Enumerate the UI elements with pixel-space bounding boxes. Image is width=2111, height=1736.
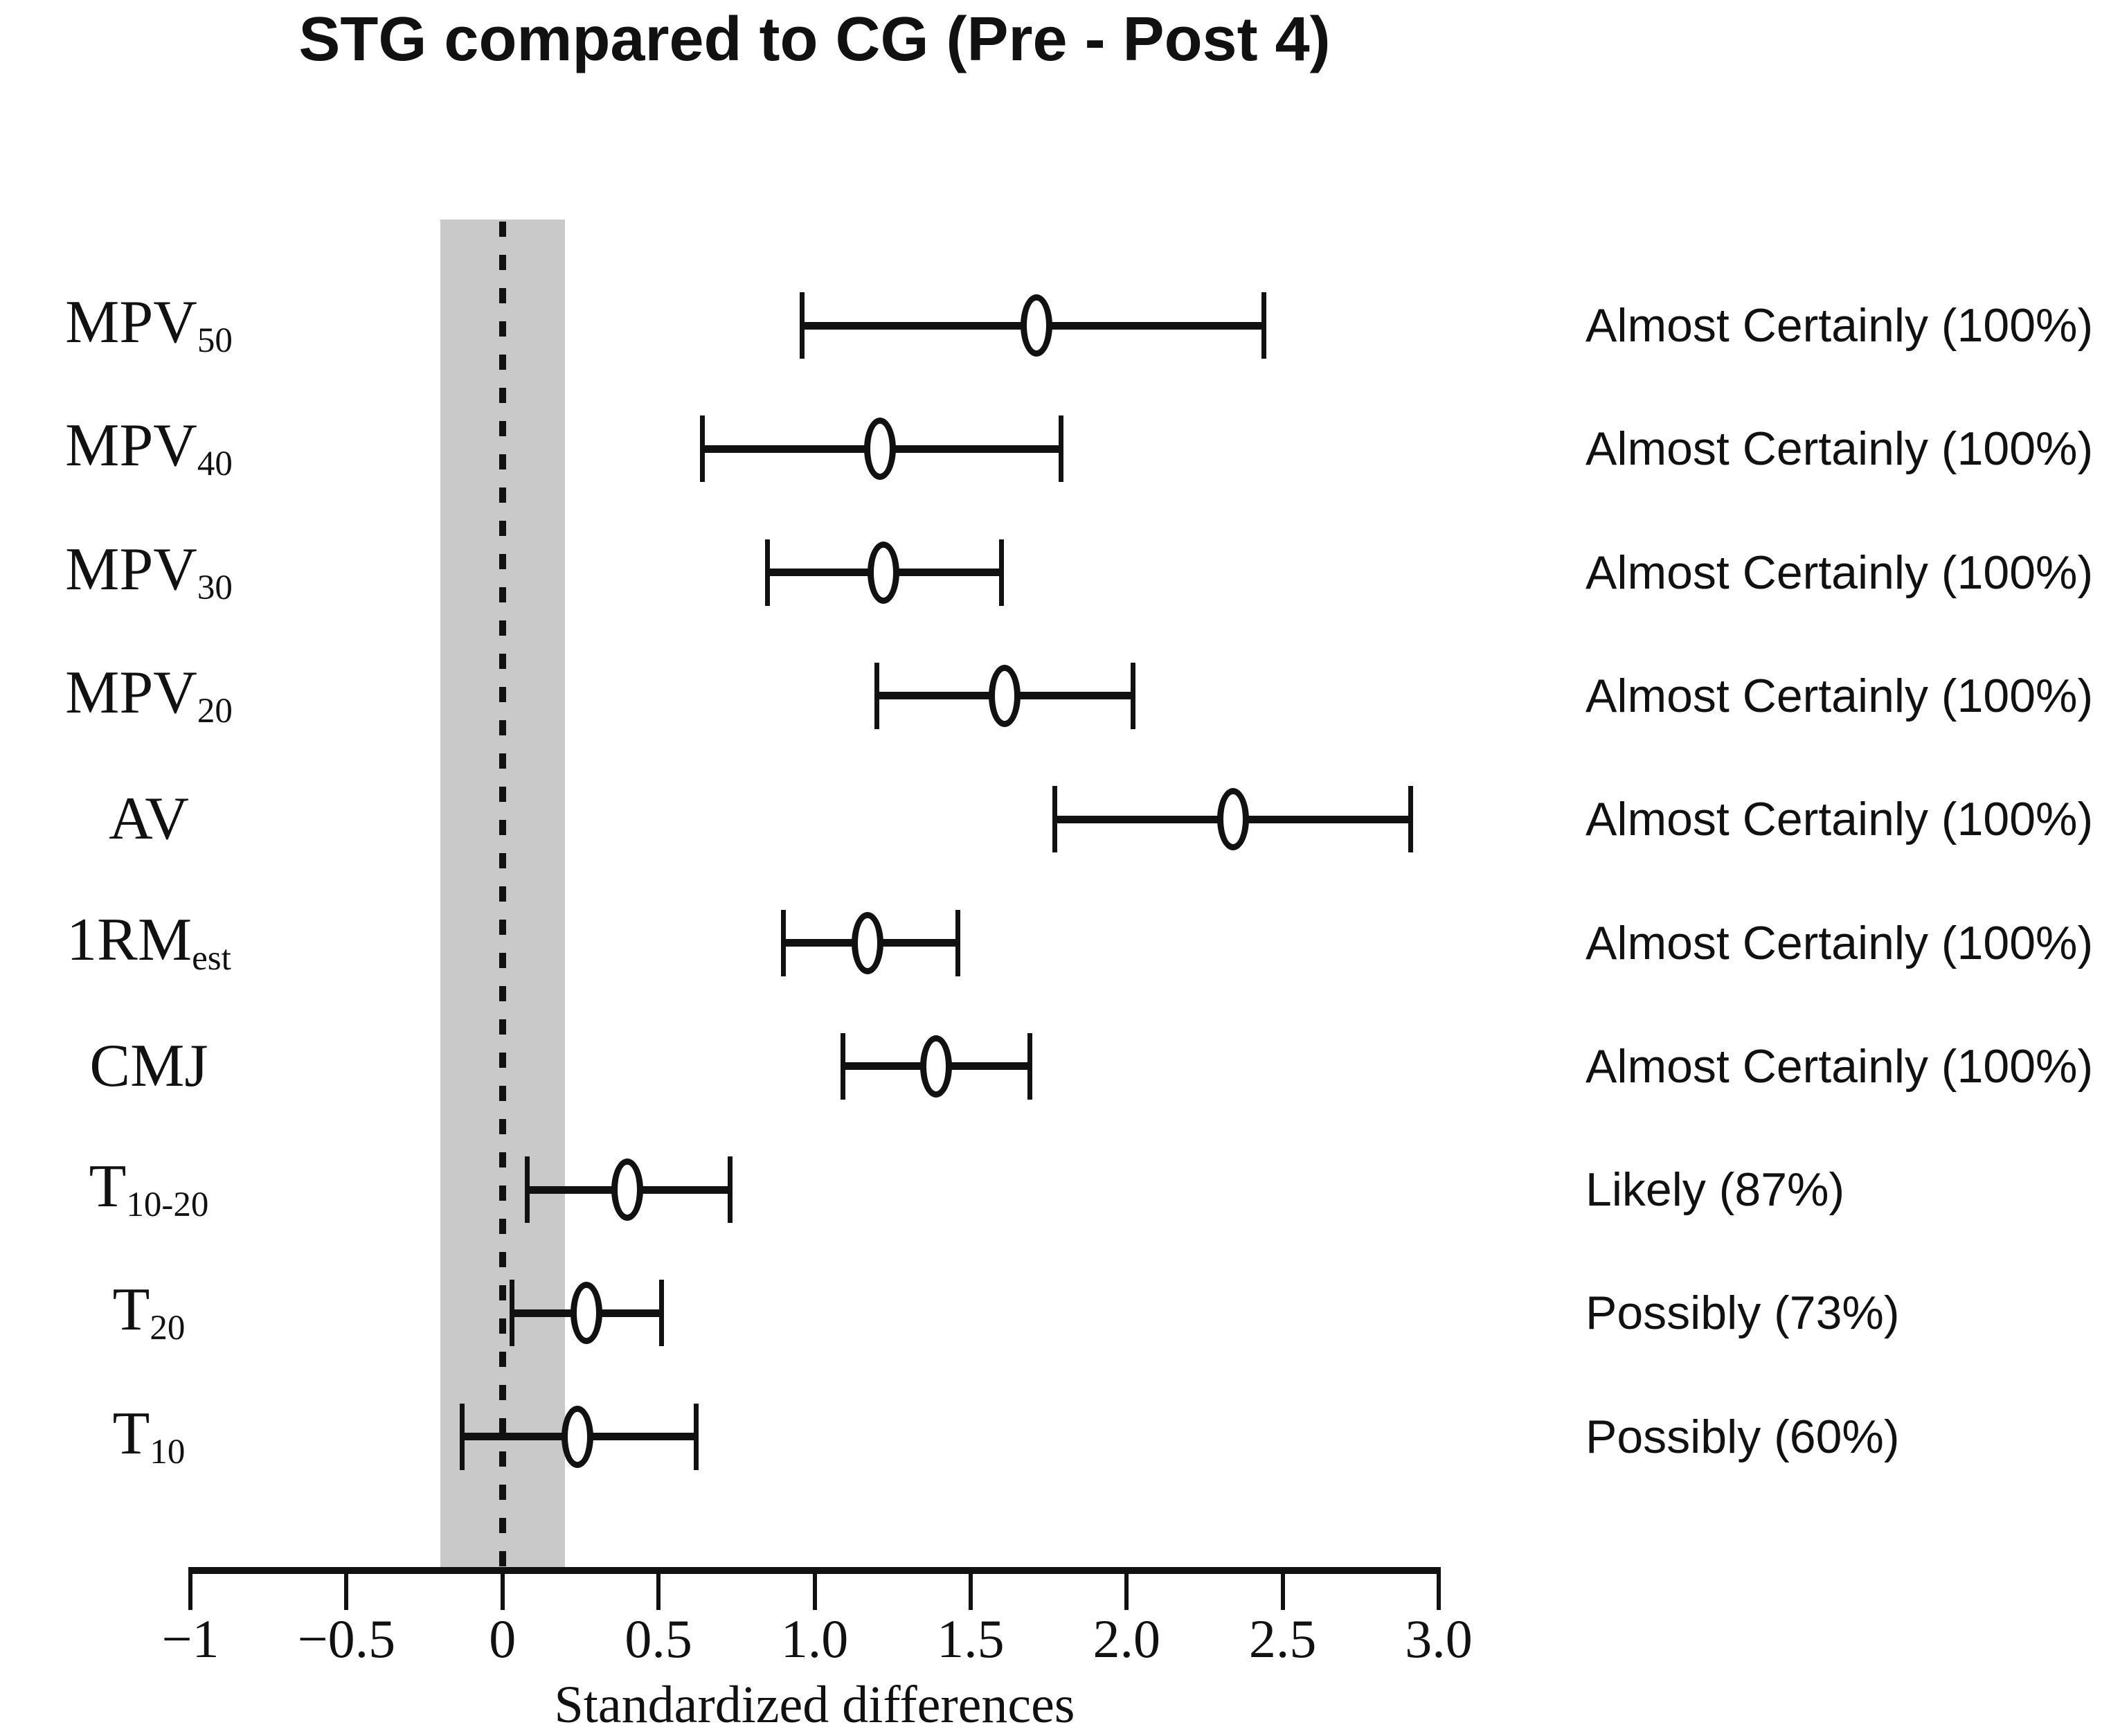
row-label: T10 bbox=[0, 1403, 298, 1471]
x-axis-tick bbox=[188, 1574, 192, 1610]
inference-label: Almost Certainly (100%) bbox=[1586, 793, 2094, 846]
x-tick-label: 2.0 bbox=[1093, 1609, 1161, 1669]
ci-cap-upper bbox=[693, 1403, 699, 1470]
row-label-base: T bbox=[112, 1276, 150, 1344]
ci-cap-upper bbox=[1261, 292, 1267, 359]
x-axis-tick bbox=[500, 1574, 505, 1610]
row-label: T10-20 bbox=[0, 1156, 298, 1223]
x-tick-label: 1.5 bbox=[937, 1609, 1005, 1669]
ci-cap-lower bbox=[874, 662, 880, 729]
row-label-base: AV bbox=[109, 785, 189, 853]
row-label-subscript: 20 bbox=[150, 1309, 186, 1348]
row-label-base: T bbox=[112, 1399, 150, 1467]
inference-label: Almost Certainly (100%) bbox=[1586, 1039, 2094, 1093]
point-estimate-marker bbox=[1020, 294, 1052, 357]
point-estimate-marker bbox=[1216, 788, 1249, 851]
x-tick-label: 0.5 bbox=[625, 1609, 692, 1669]
inference-label: Almost Certainly (100%) bbox=[1586, 299, 2094, 352]
ci-cap-lower bbox=[525, 1156, 530, 1224]
row-label: MPV40 bbox=[0, 415, 298, 482]
row-label-base: MPV bbox=[65, 659, 197, 726]
x-tick-label: 1.0 bbox=[780, 1609, 849, 1669]
point-estimate-marker bbox=[611, 1158, 644, 1222]
ci-cap-upper bbox=[659, 1280, 665, 1347]
row-label: MPV30 bbox=[0, 539, 298, 605]
ci-cap-upper bbox=[1027, 1032, 1033, 1100]
ci-cap-lower bbox=[840, 1032, 845, 1100]
ci-cap-lower bbox=[1052, 786, 1058, 853]
x-axis-tick bbox=[656, 1574, 661, 1610]
ci-cap-lower bbox=[765, 539, 771, 606]
row-label-base: CMJ bbox=[89, 1032, 208, 1100]
inference-label: Possibly (60%) bbox=[1586, 1410, 1900, 1463]
x-tick-label: −0.5 bbox=[297, 1609, 396, 1669]
x-tick-label: 3.0 bbox=[1405, 1609, 1473, 1669]
row-label-base: MPV bbox=[65, 288, 197, 356]
ci-cap-lower bbox=[509, 1280, 514, 1347]
ci-cap-upper bbox=[999, 539, 1005, 606]
x-tick-label: 0 bbox=[489, 1609, 516, 1669]
ci-cap-lower bbox=[780, 909, 786, 976]
inference-label: Likely (87%) bbox=[1586, 1163, 1845, 1217]
point-estimate-marker bbox=[920, 1035, 953, 1098]
inference-label: Almost Certainly (100%) bbox=[1586, 422, 2094, 476]
x-axis-tick bbox=[1124, 1574, 1129, 1610]
row-label-subscript: 30 bbox=[197, 568, 233, 607]
row-label: MPV50 bbox=[0, 292, 298, 359]
row-label: 1RMest bbox=[0, 909, 298, 976]
x-axis-line bbox=[188, 1567, 1441, 1574]
chart-title: STG compared to CG (Pre - Post 4) bbox=[298, 5, 1331, 74]
inference-label: Almost Certainly (100%) bbox=[1586, 669, 2094, 722]
ci-cap-upper bbox=[1408, 786, 1413, 853]
inference-label: Almost Certainly (100%) bbox=[1586, 916, 2094, 969]
x-axis-tick bbox=[1280, 1574, 1285, 1610]
ci-cap-upper bbox=[1059, 415, 1064, 483]
row-label-subscript: 10 bbox=[150, 1432, 186, 1471]
row-label-subscript: 10-20 bbox=[126, 1185, 209, 1225]
row-label: AV bbox=[0, 789, 298, 850]
ci-cap-lower bbox=[799, 292, 805, 359]
row-label: CMJ bbox=[0, 1035, 298, 1097]
point-estimate-marker bbox=[867, 541, 899, 604]
row-label: T20 bbox=[0, 1280, 298, 1346]
ci-cap-upper bbox=[955, 909, 961, 976]
x-axis-tick bbox=[812, 1574, 817, 1610]
x-axis-tick bbox=[968, 1574, 973, 1610]
row-label-subscript: est bbox=[192, 938, 231, 978]
x-tick-label: 2.5 bbox=[1248, 1609, 1317, 1669]
ci-cap-lower bbox=[699, 415, 705, 483]
row-label-base: MPV bbox=[65, 535, 197, 603]
x-axis-tick bbox=[1437, 1574, 1441, 1610]
point-estimate-marker bbox=[989, 664, 1021, 727]
zero-reference-line bbox=[498, 222, 506, 1567]
row-label-base: 1RM bbox=[66, 906, 192, 974]
row-label-subscript: 50 bbox=[197, 321, 233, 361]
inference-label: Almost Certainly (100%) bbox=[1586, 546, 2094, 599]
row-label-subscript: 40 bbox=[197, 445, 233, 484]
ci-cap-upper bbox=[1130, 662, 1135, 729]
row-label: MPV20 bbox=[0, 662, 298, 731]
point-estimate-marker bbox=[561, 1405, 593, 1468]
x-axis-label: Standardized differences bbox=[554, 1676, 1075, 1734]
inference-label: Possibly (73%) bbox=[1586, 1287, 1900, 1340]
row-label-base: T bbox=[89, 1152, 127, 1220]
row-label-base: MPV bbox=[65, 412, 197, 480]
point-estimate-marker bbox=[864, 418, 897, 481]
x-tick-label: −1 bbox=[161, 1609, 219, 1669]
point-estimate-marker bbox=[571, 1282, 603, 1345]
row-label-subscript: 20 bbox=[197, 692, 233, 731]
x-axis-tick bbox=[344, 1574, 349, 1610]
point-estimate-marker bbox=[852, 911, 884, 974]
ci-cap-lower bbox=[459, 1403, 465, 1470]
ci-cap-upper bbox=[728, 1156, 733, 1224]
